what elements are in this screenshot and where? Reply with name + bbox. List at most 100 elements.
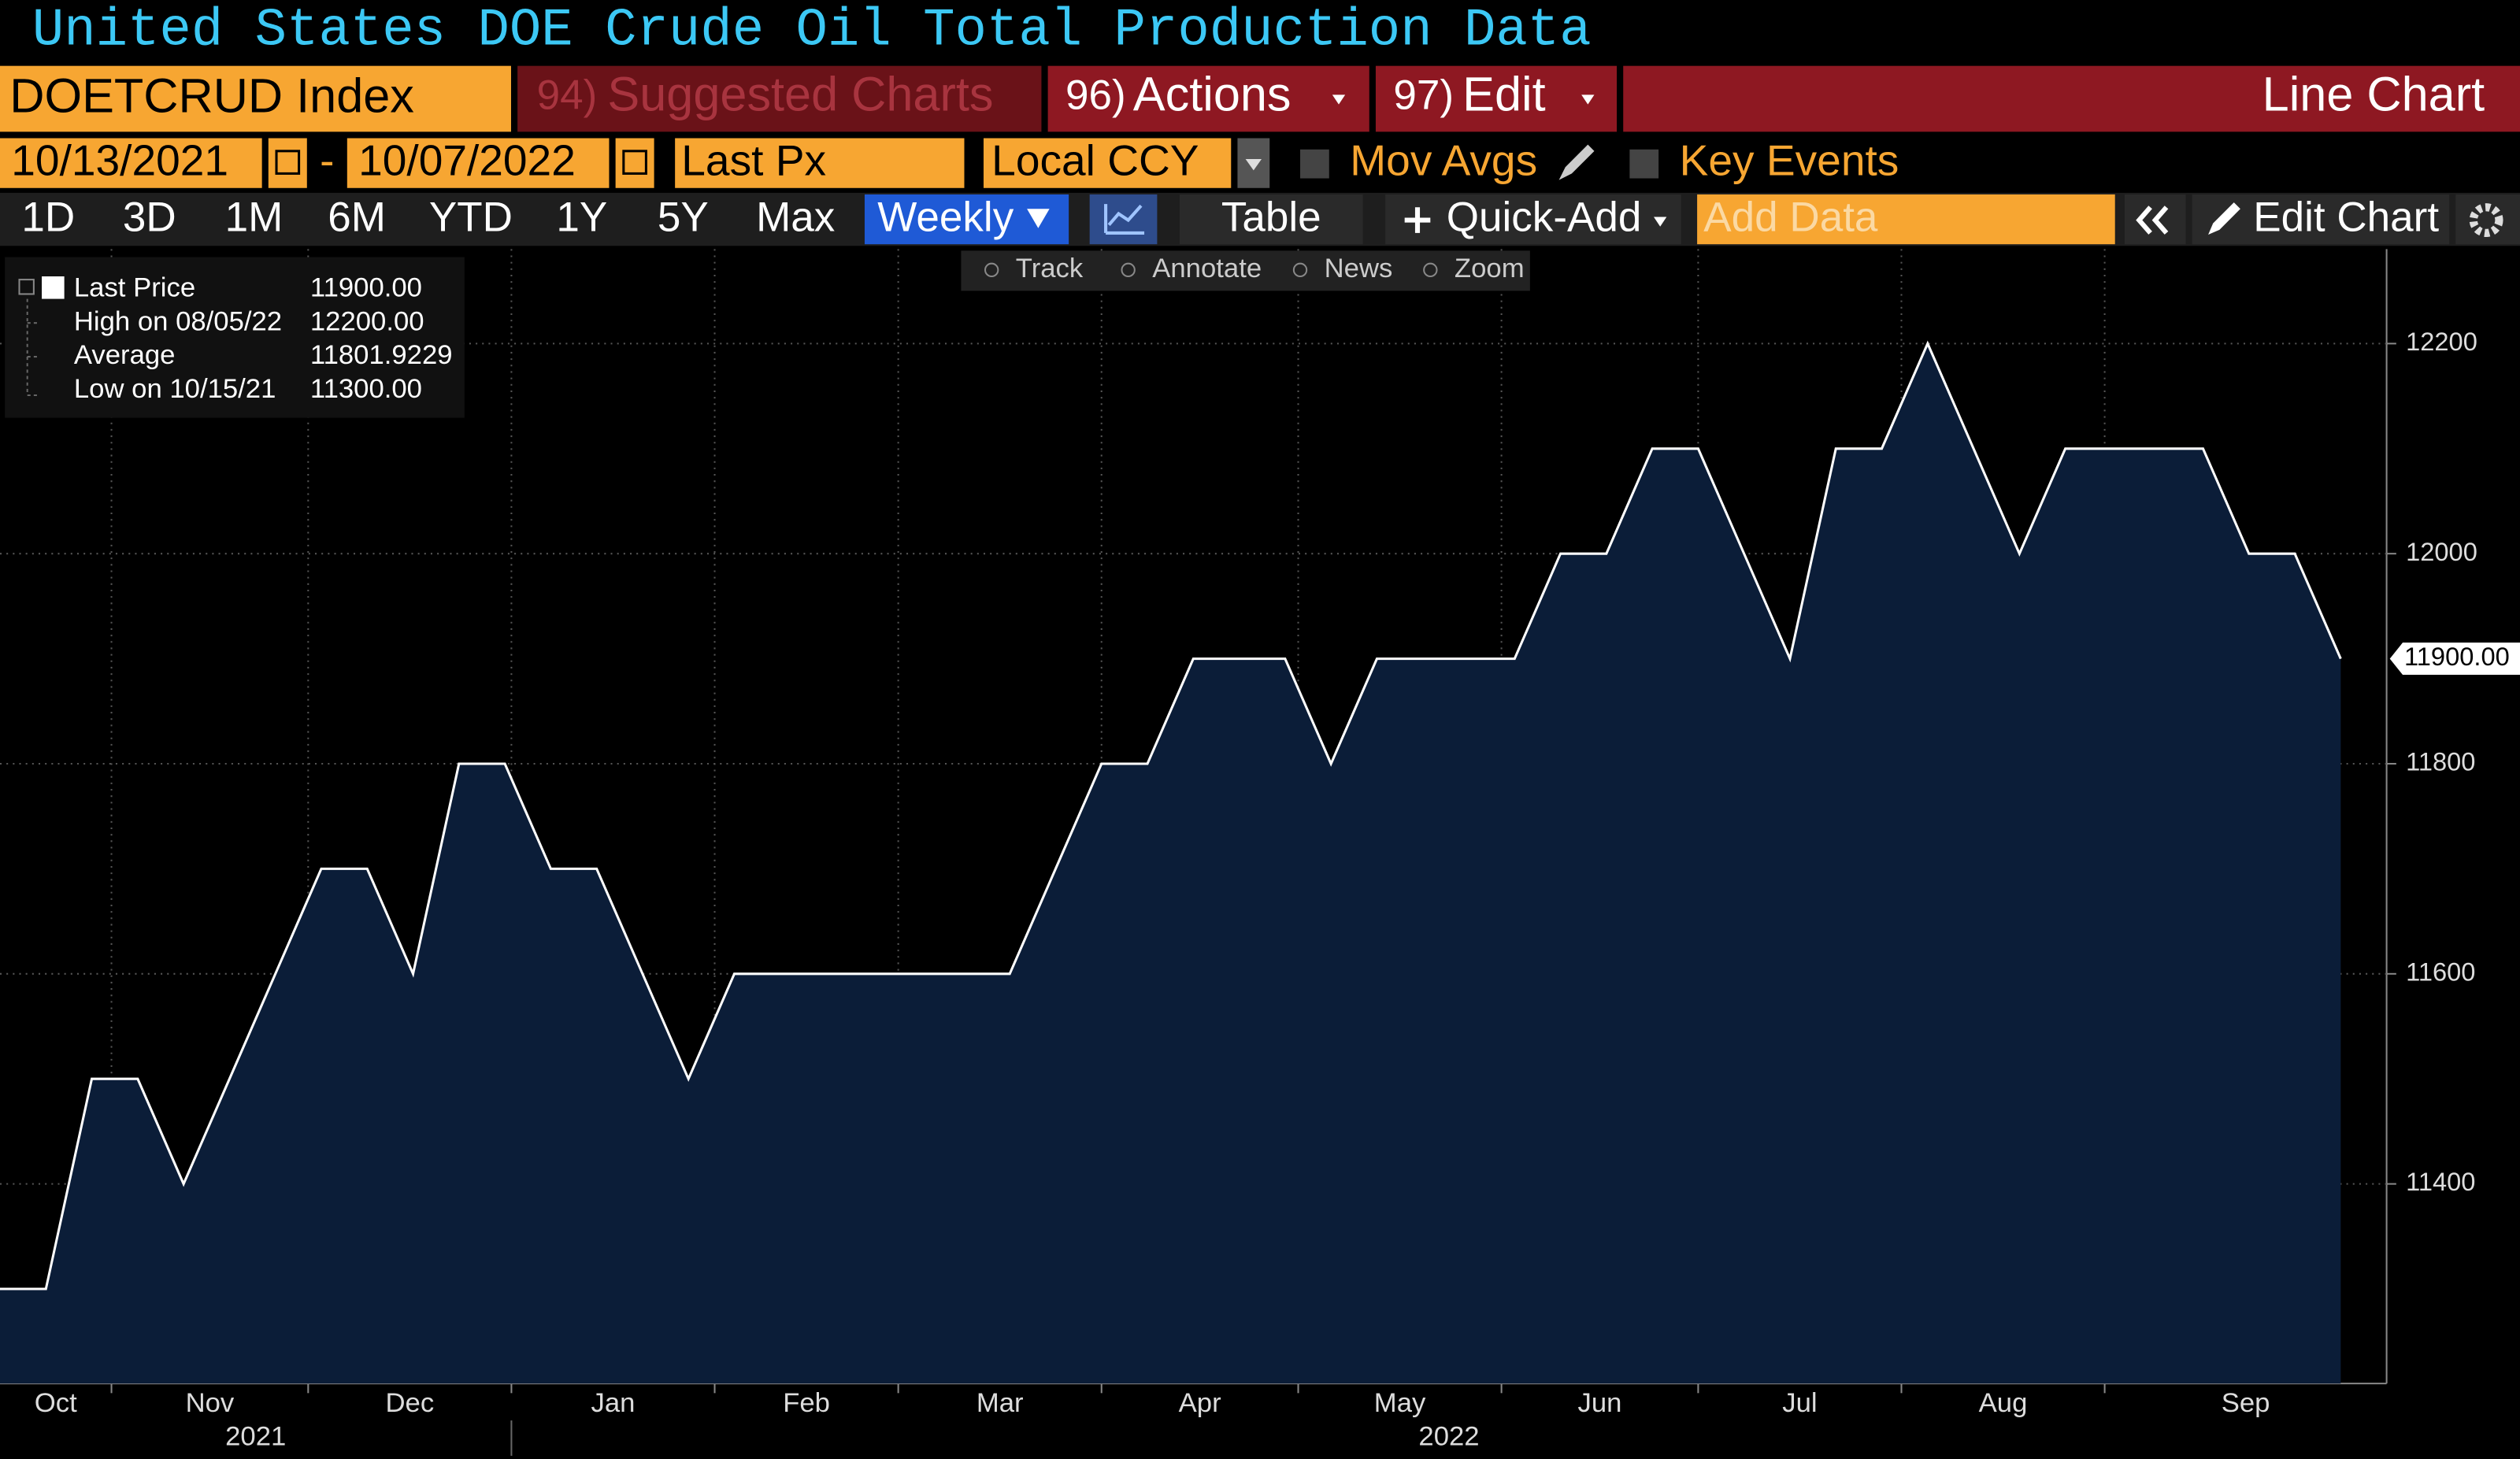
quick-add[interactable]: Quick-Add: [1447, 194, 1642, 241]
plus-icon: [1404, 207, 1431, 233]
pencil-icon[interactable]: [1558, 144, 1595, 180]
table-button[interactable]: [1179, 194, 1363, 245]
frequency[interactable]: Weekly: [877, 194, 1014, 241]
legend-label: High on 08/05/22: [74, 306, 282, 336]
legend-label: Average: [74, 340, 176, 370]
calendar-icon[interactable]: [615, 138, 654, 188]
suggested-label[interactable]: Suggested Charts: [607, 68, 993, 121]
x-tick-label: Jan: [591, 1388, 635, 1418]
year-label: 2021: [225, 1422, 286, 1452]
period-button[interactable]: 1Y: [556, 194, 607, 241]
legend-swatch: [42, 276, 65, 299]
x-tick-label: Apr: [1179, 1388, 1221, 1418]
currency[interactable]: Local CCY: [991, 136, 1199, 185]
legend-label: Low on 10/15/21: [74, 374, 276, 404]
dropdown-arrow: [1027, 209, 1050, 228]
suggested-button[interactable]: [517, 65, 1042, 132]
x-tick-label: Nov: [186, 1388, 235, 1418]
window-title: United States DOE Crude Oil Total Produc…: [32, 2, 1592, 61]
chart-icon: [1104, 204, 1145, 235]
calendar-glyph: [622, 150, 647, 175]
chart-type[interactable]: Line Chart: [2262, 68, 2485, 121]
chart-style-button[interactable]: [1089, 194, 1158, 245]
y-tick-label: 11600: [2406, 957, 2475, 986]
edit-num[interactable]: 97): [1393, 72, 1454, 119]
start-date[interactable]: 10/13/2021: [11, 136, 228, 185]
x-tick-label: Oct: [35, 1388, 77, 1418]
dropdown-arrow: [1245, 159, 1262, 171]
key-events[interactable]: Key Events: [1680, 136, 1899, 185]
pencil-icon: [2208, 202, 2240, 235]
chart-tool[interactable]: Zoom: [1455, 254, 1525, 283]
x-tick-label: Aug: [1979, 1388, 2028, 1418]
suggested-num[interactable]: 94): [537, 72, 598, 119]
tool-icon: [1423, 262, 1438, 278]
collapse-icon: [2136, 206, 2169, 235]
x-tick-label: Dec: [386, 1388, 435, 1418]
tool-icon: [984, 262, 999, 278]
plot: 11400 11600 11800 12000 12200 Oct Nov Dec Jan Feb…: [0, 249, 2520, 1456]
y-tick-label: 11800: [2406, 747, 2475, 776]
legend-value: 12200.00: [310, 306, 424, 336]
mov-avgs[interactable]: Mov Avgs: [1350, 136, 1537, 185]
chart-tool[interactable]: Track: [1016, 254, 1084, 283]
table[interactable]: Table: [1221, 194, 1321, 241]
field-box[interactable]: [675, 138, 965, 188]
chart-tools-bar: [961, 250, 1530, 291]
gear-icon: [2469, 203, 2503, 238]
y-tick-label: 12200: [2406, 327, 2477, 356]
y-tick-label: 11400: [2406, 1167, 2475, 1196]
year-label: 2022: [1418, 1422, 1479, 1452]
last-value-tag: [2389, 642, 2520, 676]
tool-icon: [1121, 262, 1136, 278]
chart-tool[interactable]: News: [1325, 254, 1393, 283]
date-dash: -: [320, 136, 334, 185]
x-tick-label: Sep: [2222, 1388, 2270, 1418]
calendar-icon[interactable]: [268, 138, 307, 188]
dropdown-arrow: [1332, 94, 1346, 105]
period-button[interactable]: 3D: [123, 194, 176, 241]
ticker[interactable]: DOETCRUD Index: [9, 69, 414, 123]
quick-add-button[interactable]: [1385, 194, 1681, 245]
end-date[interactable]: 10/07/2022: [358, 136, 576, 185]
chart-tool[interactable]: Annotate: [1152, 254, 1262, 283]
edit-button[interactable]: [1375, 65, 1618, 132]
ticker-box[interactable]: [0, 65, 511, 132]
field[interactable]: Last Px: [681, 136, 826, 185]
actions-button[interactable]: [1047, 65, 1369, 132]
period-button[interactable]: 6M: [328, 194, 386, 241]
period-button[interactable]: YTD: [429, 194, 513, 241]
period-button[interactable]: 1M: [225, 194, 284, 241]
end-date-box[interactable]: [346, 138, 610, 188]
legend: Last Price 11900.00 High on 08/05/22 12200.…: [74, 272, 453, 404]
y-tick-label: 12000: [2406, 537, 2477, 566]
period-button[interactable]: 1D: [21, 194, 75, 241]
start-date-box[interactable]: [0, 138, 262, 188]
x-tick-label: Jun: [1578, 1388, 1622, 1418]
edit-chart-button[interactable]: [2192, 194, 2450, 245]
x-tick-label: Jul: [1782, 1388, 1817, 1418]
add-data[interactable]: Add Data: [1703, 194, 1878, 241]
legend-value: 11801.9229: [310, 340, 453, 370]
legend-tree: [26, 298, 41, 397]
legend-box: [5, 257, 465, 418]
x-tick-label: Feb: [783, 1388, 830, 1418]
chart-type-bar: [1623, 65, 2520, 132]
add-data-input[interactable]: [1697, 194, 2115, 245]
edit-label[interactable]: Edit: [1462, 68, 1546, 121]
key-events-checkbox[interactable]: [1629, 149, 1659, 179]
legend-collapse[interactable]: [18, 279, 35, 295]
period-button[interactable]: Max: [756, 194, 835, 241]
actions-num[interactable]: 96): [1065, 72, 1126, 119]
mov-avgs-checkbox[interactable]: [1300, 149, 1329, 179]
dropdown-arrow: [1654, 217, 1667, 227]
period-buttons: 1D 3D 1M 6M YTD 1Y 5Y Max: [21, 194, 835, 241]
currency-box[interactable]: [983, 138, 1232, 188]
period-button[interactable]: 5Y: [658, 194, 709, 241]
edit-chart[interactable]: Edit Chart: [2253, 194, 2439, 241]
line: [0, 340, 2342, 1291]
actions-label[interactable]: Actions: [1133, 68, 1292, 121]
legend-label: Last Price: [74, 272, 195, 302]
